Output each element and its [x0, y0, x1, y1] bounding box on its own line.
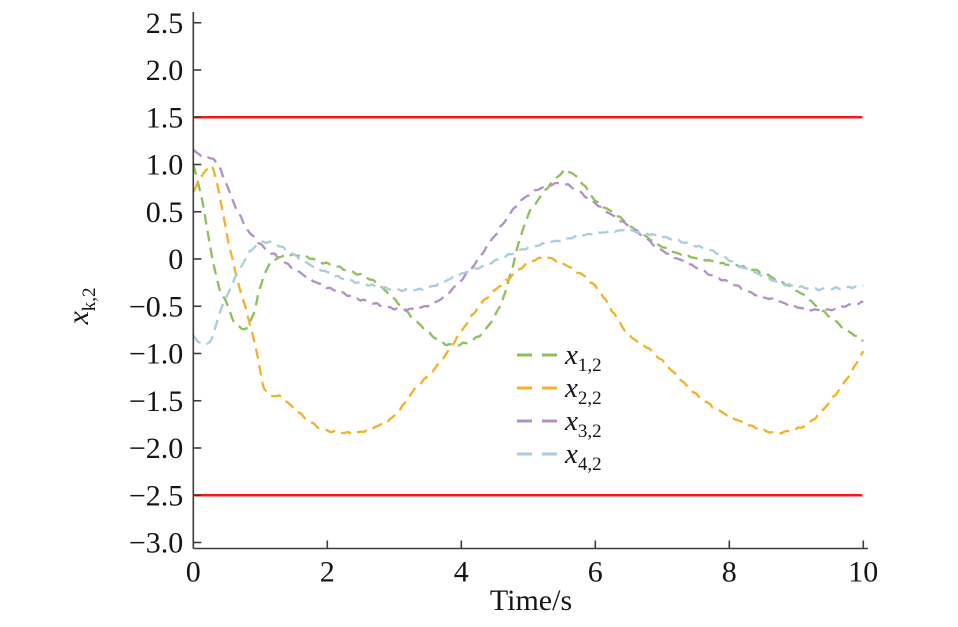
- legend-label-subscript: 1,2: [578, 355, 602, 376]
- x-tick-label-2: 2: [320, 556, 335, 589]
- x-axis-title: Time/s: [490, 584, 572, 617]
- legend-label-base: x: [564, 405, 578, 437]
- y-tick-label-−1.5: −1.5: [129, 385, 183, 418]
- y-tick-label-−0.5: −0.5: [129, 290, 183, 323]
- series-path-x2-2: [192, 164, 865, 436]
- x-tick-label-10: 10: [848, 556, 878, 589]
- x-tick-label-0: 0: [186, 556, 201, 589]
- x-tick-label-4: 4: [454, 556, 469, 589]
- y-axis-title-subscript: k,2: [79, 287, 100, 311]
- x-tick-label-8: 8: [722, 556, 737, 589]
- y-axis-title-base: x: [62, 311, 95, 326]
- y-tick-label-0: 0: [168, 243, 183, 276]
- y-tick-label-2.0: 2.0: [146, 54, 184, 87]
- series-path-x3-2: [192, 148, 864, 313]
- legend-label-subscript: 3,2: [578, 421, 602, 442]
- legend-label-subscript: 4,2: [578, 454, 602, 475]
- legend-label-x3-2: x3,2: [564, 405, 602, 442]
- x-tick-label-6: 6: [588, 556, 603, 589]
- legend-label-base: x: [564, 372, 578, 404]
- y-tick-label-−1.0: −1.0: [129, 338, 183, 371]
- y-tick-label-1.0: 1.0: [146, 149, 184, 182]
- legend-label-subscript: 2,2: [578, 388, 602, 409]
- legend-label-x2-2: x2,2: [564, 372, 602, 409]
- y-tick-label-−2.5: −2.5: [129, 479, 183, 512]
- chart-dynamic-layer: 2.5 2.0 1.5 1.0 0.5 0 −0.5 −1.0 −1.5 −2.0 −2.5 −3.0…: [129, 7, 878, 589]
- legend-label-x1-2: x1,2: [564, 339, 602, 376]
- legend-label-base: x: [564, 438, 578, 470]
- series-path-x1-2: [192, 164, 864, 347]
- y-tick-label-1.5: 1.5: [146, 101, 184, 134]
- y-tick-label-−2.0: −2.0: [129, 432, 183, 465]
- legend-label-x4-2: x4,2: [564, 438, 602, 475]
- y-tick-label-−3.0: −3.0: [129, 527, 183, 560]
- y-tick-label-2.5: 2.5: [146, 7, 184, 40]
- series-path-x4-2: [192, 228, 864, 346]
- y-tick-label-0.5: 0.5: [146, 196, 184, 229]
- legend-label-base: x: [564, 339, 578, 371]
- y-axis-title: xk,2: [62, 287, 100, 325]
